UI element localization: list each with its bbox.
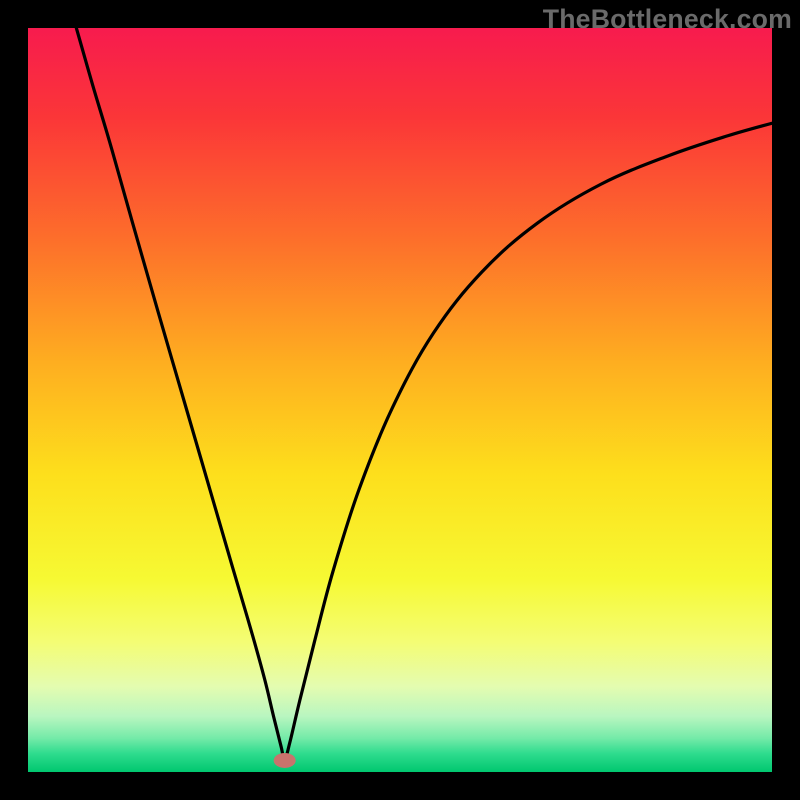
chart-svg [0, 0, 800, 800]
plot-background-gradient [28, 28, 772, 772]
optimal-point-marker [274, 753, 296, 768]
attribution-watermark: TheBottleneck.com [543, 4, 792, 35]
chart-stage: TheBottleneck.com [0, 0, 800, 800]
